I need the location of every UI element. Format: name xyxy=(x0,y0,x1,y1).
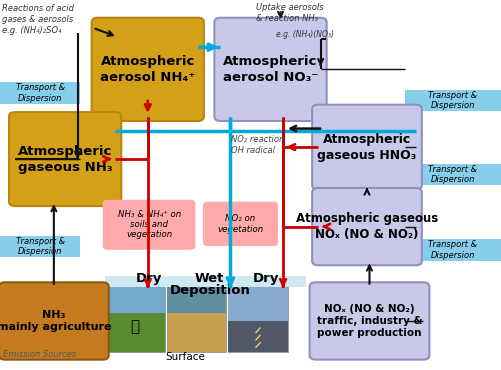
Text: Transport &
Dispersion: Transport & Dispersion xyxy=(16,237,65,256)
FancyBboxPatch shape xyxy=(92,18,204,121)
Text: Dry: Dry xyxy=(253,272,279,285)
Text: Wet: Wet xyxy=(195,272,224,285)
Text: NOₓ (NO & NO₂)
traffic, industry &
power production: NOₓ (NO & NO₂) traffic, industry & power… xyxy=(317,303,422,339)
Text: Transport &
Dispersion: Transport & Dispersion xyxy=(428,165,477,184)
Text: Atmospheric
aerosol NO₃⁻: Atmospheric aerosol NO₃⁻ xyxy=(223,55,318,84)
Bar xyxy=(228,321,288,352)
Text: Surface: Surface xyxy=(165,352,205,362)
Text: NO₂ on
vegetation: NO₂ on vegetation xyxy=(217,214,264,233)
FancyBboxPatch shape xyxy=(312,188,422,265)
Text: Emission Sources: Emission Sources xyxy=(3,350,76,359)
Bar xyxy=(167,287,226,313)
Text: Atmospheric
gaseous HNO₃: Atmospheric gaseous HNO₃ xyxy=(317,132,417,162)
FancyBboxPatch shape xyxy=(103,200,195,250)
FancyBboxPatch shape xyxy=(214,18,327,121)
Bar xyxy=(228,287,288,352)
FancyBboxPatch shape xyxy=(405,164,501,185)
Text: Dry: Dry xyxy=(136,272,162,285)
Text: Transport &
Dispersion: Transport & Dispersion xyxy=(16,83,65,102)
Text: 🐄: 🐄 xyxy=(131,319,140,334)
Text: Atmospheric
gaseous NH₃: Atmospheric gaseous NH₃ xyxy=(18,145,112,174)
Text: Atmospheric gaseous
NOₓ (NO & NO₂): Atmospheric gaseous NOₓ (NO & NO₂) xyxy=(296,212,438,241)
FancyBboxPatch shape xyxy=(405,90,501,111)
FancyBboxPatch shape xyxy=(310,282,429,360)
Text: Uptake aerosols
& reaction NH₃: Uptake aerosols & reaction NH₃ xyxy=(256,3,323,23)
Bar xyxy=(228,287,288,321)
FancyBboxPatch shape xyxy=(405,239,501,261)
FancyBboxPatch shape xyxy=(0,282,109,360)
Text: Atmospheric
aerosol NH₄⁺: Atmospheric aerosol NH₄⁺ xyxy=(100,55,195,84)
Text: NH₃
mainly agriculture: NH₃ mainly agriculture xyxy=(0,310,111,332)
Text: Transport &
Dispersion: Transport & Dispersion xyxy=(428,240,477,260)
FancyBboxPatch shape xyxy=(0,82,80,104)
Text: NO₂ reaction
OH radical: NO₂ reaction OH radical xyxy=(231,135,285,155)
FancyBboxPatch shape xyxy=(9,112,121,206)
Text: Transport &
Dispersion: Transport & Dispersion xyxy=(428,91,477,110)
FancyBboxPatch shape xyxy=(0,236,80,257)
Bar xyxy=(167,287,226,352)
Text: e.g. (NH₄)(NO₃): e.g. (NH₄)(NO₃) xyxy=(276,30,334,39)
Bar xyxy=(105,287,165,313)
Bar xyxy=(105,287,165,352)
Bar xyxy=(105,276,306,287)
FancyBboxPatch shape xyxy=(312,105,422,189)
Text: NH₃ & NH₄⁺ on
soils and
vegetation: NH₃ & NH₄⁺ on soils and vegetation xyxy=(118,210,181,239)
FancyBboxPatch shape xyxy=(203,202,278,246)
Text: Deposition: Deposition xyxy=(170,284,251,297)
Text: Reactions of acid
gases & aerosols
e.g. (NH₄)₂SO₄: Reactions of acid gases & aerosols e.g. … xyxy=(2,4,74,35)
